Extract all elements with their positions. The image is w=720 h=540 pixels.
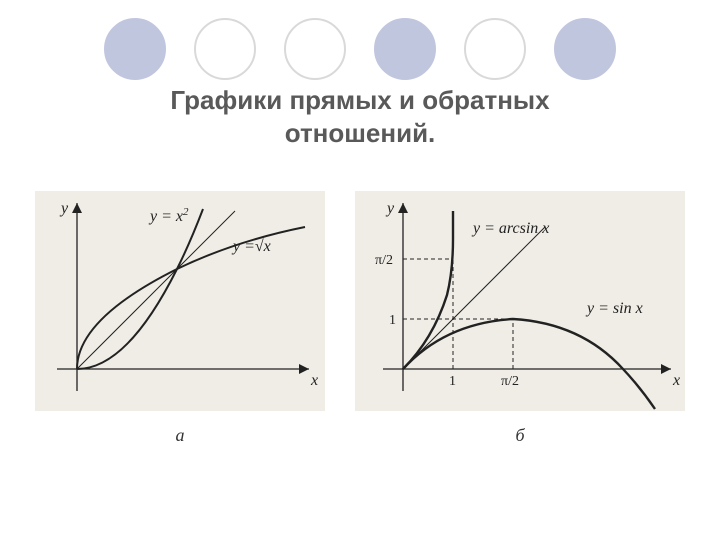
- arcsin-label: y = arcsin x: [471, 220, 549, 237]
- chart-a-caption: a: [35, 425, 325, 446]
- diag-line: [403, 227, 545, 369]
- dot: [374, 18, 436, 80]
- sin-label: y = sin x: [585, 300, 643, 317]
- x-axis-label: x: [672, 372, 680, 389]
- sqrt-label: y =√x: [231, 238, 271, 255]
- arcsin-curve: [403, 211, 453, 369]
- title-line1: Графики прямых и обратных: [170, 85, 549, 115]
- title-line2: отношений.: [285, 118, 436, 148]
- tick-xpi2: π/2: [501, 374, 519, 389]
- sqrt-curve: [77, 227, 305, 369]
- chart-b: x y 1 π/2 1 π/2 y = arcsin x: [355, 191, 685, 411]
- tick-x1: 1: [449, 374, 456, 389]
- y-axis-label: y: [59, 200, 69, 217]
- x-axis-label: x: [310, 372, 318, 389]
- page-title: Графики прямых и обратных отношений.: [0, 84, 720, 149]
- tick-y1: 1: [389, 313, 396, 328]
- dot: [554, 18, 616, 80]
- sin-curve: [403, 319, 655, 409]
- dot: [194, 18, 256, 80]
- parabola-label: y = x2: [148, 206, 189, 225]
- chart-a-container: x y y = x2 y =√x a: [35, 191, 325, 446]
- chart-b-caption: б: [355, 425, 685, 446]
- dot: [284, 18, 346, 80]
- chart-a: x y y = x2 y =√x: [35, 191, 325, 411]
- chart-b-container: x y 1 π/2 1 π/2 y = arcsin x: [355, 191, 685, 446]
- dot: [464, 18, 526, 80]
- charts-row: x y y = x2 y =√x a: [0, 191, 720, 446]
- y-axis-label: y: [385, 200, 395, 217]
- diag-line: [77, 211, 235, 369]
- decorative-dots: [0, 0, 720, 80]
- tick-ypi2: π/2: [375, 253, 393, 268]
- axes: [57, 203, 309, 391]
- dot: [104, 18, 166, 80]
